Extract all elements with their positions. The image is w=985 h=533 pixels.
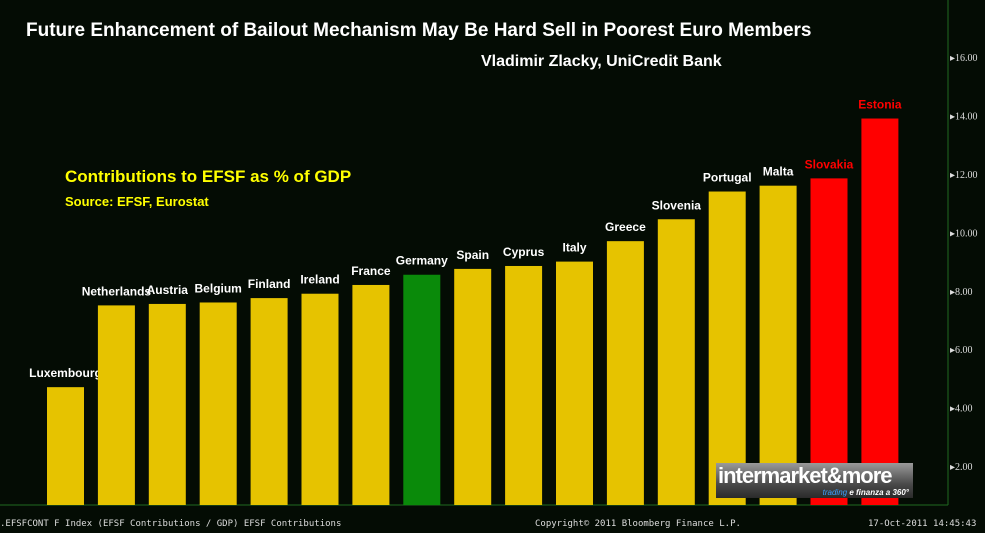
bar-netherlands: [97, 305, 135, 505]
bar-label: Slovenia: [652, 198, 702, 212]
bar-france: [352, 284, 390, 505]
bar-label: Cyprus: [503, 245, 545, 259]
bar-label: France: [351, 264, 391, 278]
chart-title: Future Enhancement of Bailout Mechanism …: [26, 20, 812, 41]
bar-label: Finland: [248, 277, 291, 291]
logo-text: intermarket&more: [718, 463, 893, 488]
bar-label: Spain: [456, 248, 489, 262]
bar-spain: [454, 268, 492, 505]
chart-author: Vladimir Zlacky, UniCredit Bank: [481, 53, 722, 70]
y-tick-label: ▸12.00: [950, 170, 978, 181]
y-tick-label: ▸14.00: [950, 112, 978, 123]
y-tick-label: ▸4.00: [950, 404, 973, 415]
bar-cyprus: [505, 265, 543, 505]
chart-source: Source: EFSF, Eurostat: [65, 194, 209, 209]
footer-timestamp: 17-Oct-2011 14:45:43: [868, 519, 977, 529]
y-tick-label: ▸8.00: [950, 287, 973, 298]
bar-label: Austria: [147, 283, 189, 297]
bar-germany: [403, 274, 441, 505]
bar-finland: [250, 298, 288, 505]
bar-label: Belgium: [195, 281, 242, 295]
bar-label: Slovakia: [805, 157, 854, 171]
bar-slovakia: [810, 178, 848, 505]
y-tick-label: ▸2.00: [950, 462, 973, 473]
logo-tag-accent: trading: [822, 488, 848, 497]
y-tick-label: ▸6.00: [950, 345, 973, 356]
bar-greece: [606, 241, 644, 505]
bar-label: Ireland: [300, 273, 339, 287]
bar-label: Netherlands: [82, 284, 152, 298]
bar-label: Malta: [763, 165, 794, 179]
bar-portugal: [708, 191, 746, 505]
bar-label: Estonia: [858, 98, 902, 112]
chart-subtitle: Contributions to EFSF as % of GDP: [65, 167, 352, 186]
bar-luxembourg: [47, 387, 84, 505]
bar-label: Greece: [605, 220, 646, 234]
bar-label: Italy: [562, 241, 586, 255]
footer-copyright: Copyright© 2011 Bloomberg Finance L.P.: [535, 519, 741, 529]
bar-belgium: [199, 302, 237, 505]
footer-index: .EFSFCONT F Index (EFSF Contributions / …: [0, 519, 342, 529]
bar-italy: [556, 261, 593, 505]
bar-estonia: [861, 118, 899, 506]
bar-label: Germany: [396, 254, 448, 268]
intermarket-logo: intermarket&more trading e finanza a 360…: [716, 463, 913, 498]
bar-label: Portugal: [703, 171, 752, 185]
bar-malta: [759, 185, 797, 505]
y-tick-label: ▸16.00: [950, 53, 978, 64]
bar-label: Luxembourg: [29, 366, 102, 380]
logo-tagline: trading e finanza a 360°: [823, 488, 909, 497]
bar-ireland: [301, 293, 339, 505]
logo-tag-rest: e finanza a 360°: [847, 488, 909, 497]
y-tick-label: ▸10.00: [950, 228, 978, 239]
bar-slovenia: [657, 219, 695, 505]
bar-austria: [148, 303, 186, 505]
